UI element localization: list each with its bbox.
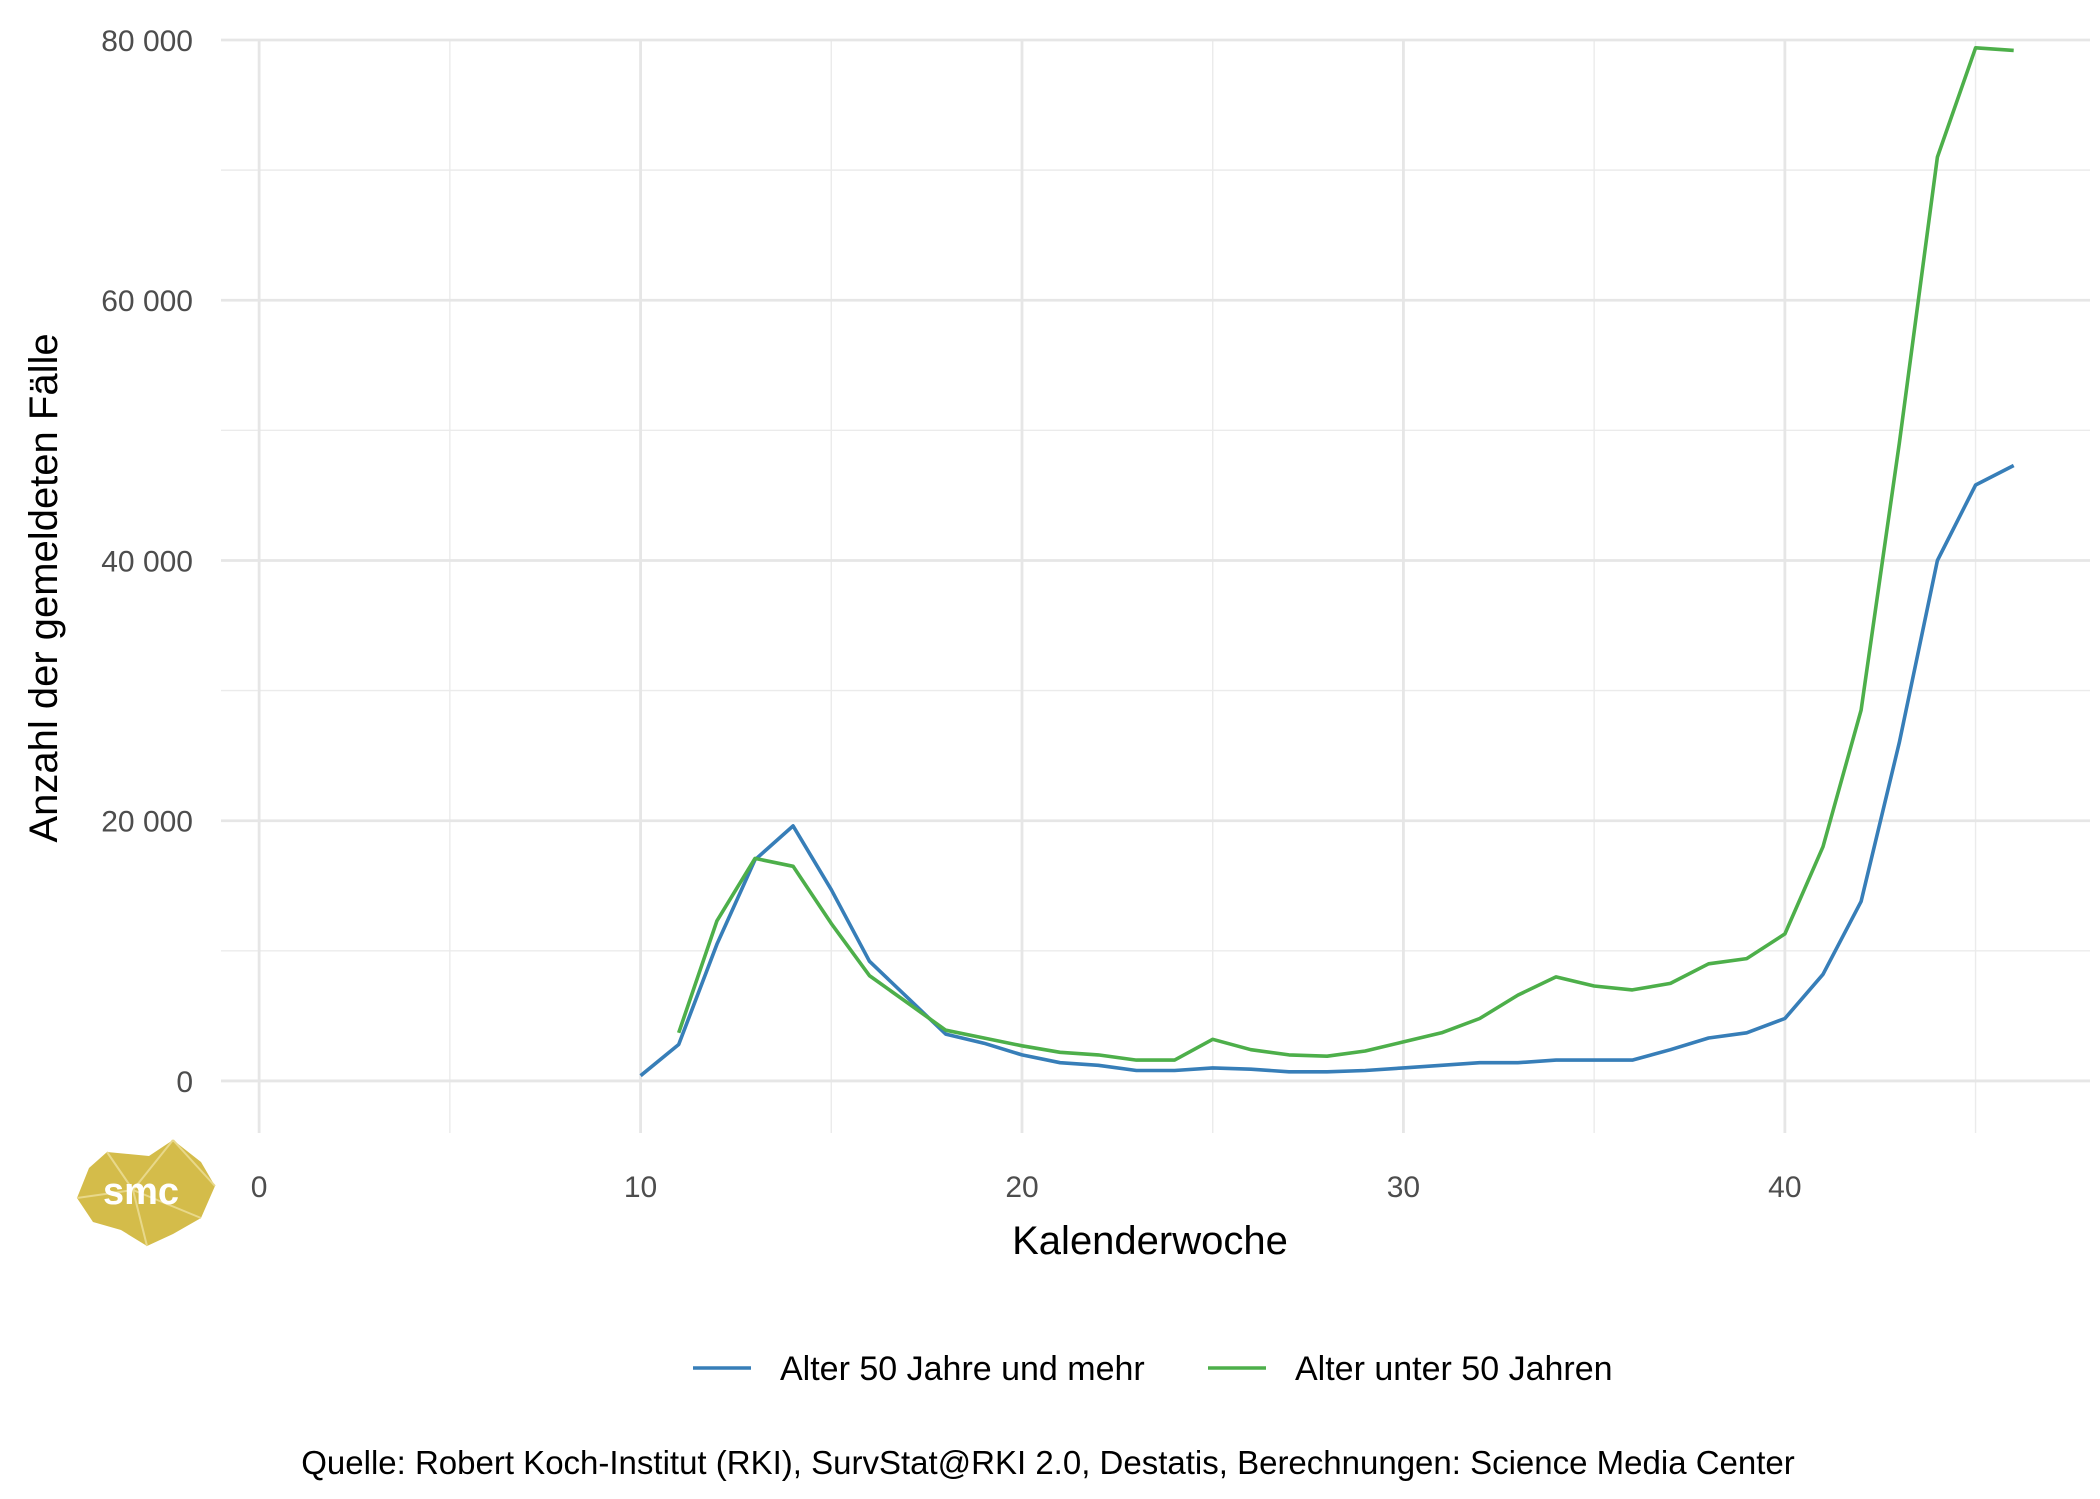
major-gridlines xyxy=(221,38,2090,1133)
y-tick-label: 60 000 xyxy=(101,285,193,318)
series-line-1 xyxy=(639,463,2015,1078)
legend-label-1: Alter 50 Jahre und mehr xyxy=(780,1350,1145,1388)
smc-logo-text: smc xyxy=(103,1171,179,1213)
x-tick-label: 40 xyxy=(1768,1171,1801,1204)
y-tick-label: 40 000 xyxy=(101,545,193,578)
smc-logo: smc xyxy=(76,1139,216,1247)
smc-logo-facets xyxy=(76,1139,216,1247)
chart-caption: Quelle: Robert Koch-Institut (RKI), Surv… xyxy=(301,1444,1795,1481)
y-tick-label: 0 xyxy=(176,1066,193,1099)
y-tick-label: 80 000 xyxy=(101,25,193,58)
y-axis-tick-labels: 0 20 000 40 000 60 000 80 000 xyxy=(101,25,193,1099)
x-tick-label: 30 xyxy=(1387,1171,1420,1204)
y-axis-title: Anzahl der gemeldeten Fälle xyxy=(22,333,66,842)
smc-logo-shape xyxy=(77,1140,215,1246)
x-tick-label: 20 xyxy=(1005,1171,1038,1204)
x-tick-label: 10 xyxy=(624,1171,657,1204)
legend-label-2: Alter unter 50 Jahren xyxy=(1295,1350,1613,1388)
x-axis-tick-labels: 0 10 20 30 40 xyxy=(251,1171,1802,1204)
x-axis-title: Kalenderwoche xyxy=(1012,1219,1288,1263)
x-tick-label: 0 xyxy=(251,1171,268,1204)
series-lines xyxy=(639,45,2015,1078)
series-line-2 xyxy=(676,45,2014,1062)
y-tick-label: 20 000 xyxy=(101,806,193,839)
minor-gridlines xyxy=(221,40,2090,1133)
legend: Alter 50 Jahre und mehr Alter unter 50 Ja… xyxy=(693,1350,1613,1388)
